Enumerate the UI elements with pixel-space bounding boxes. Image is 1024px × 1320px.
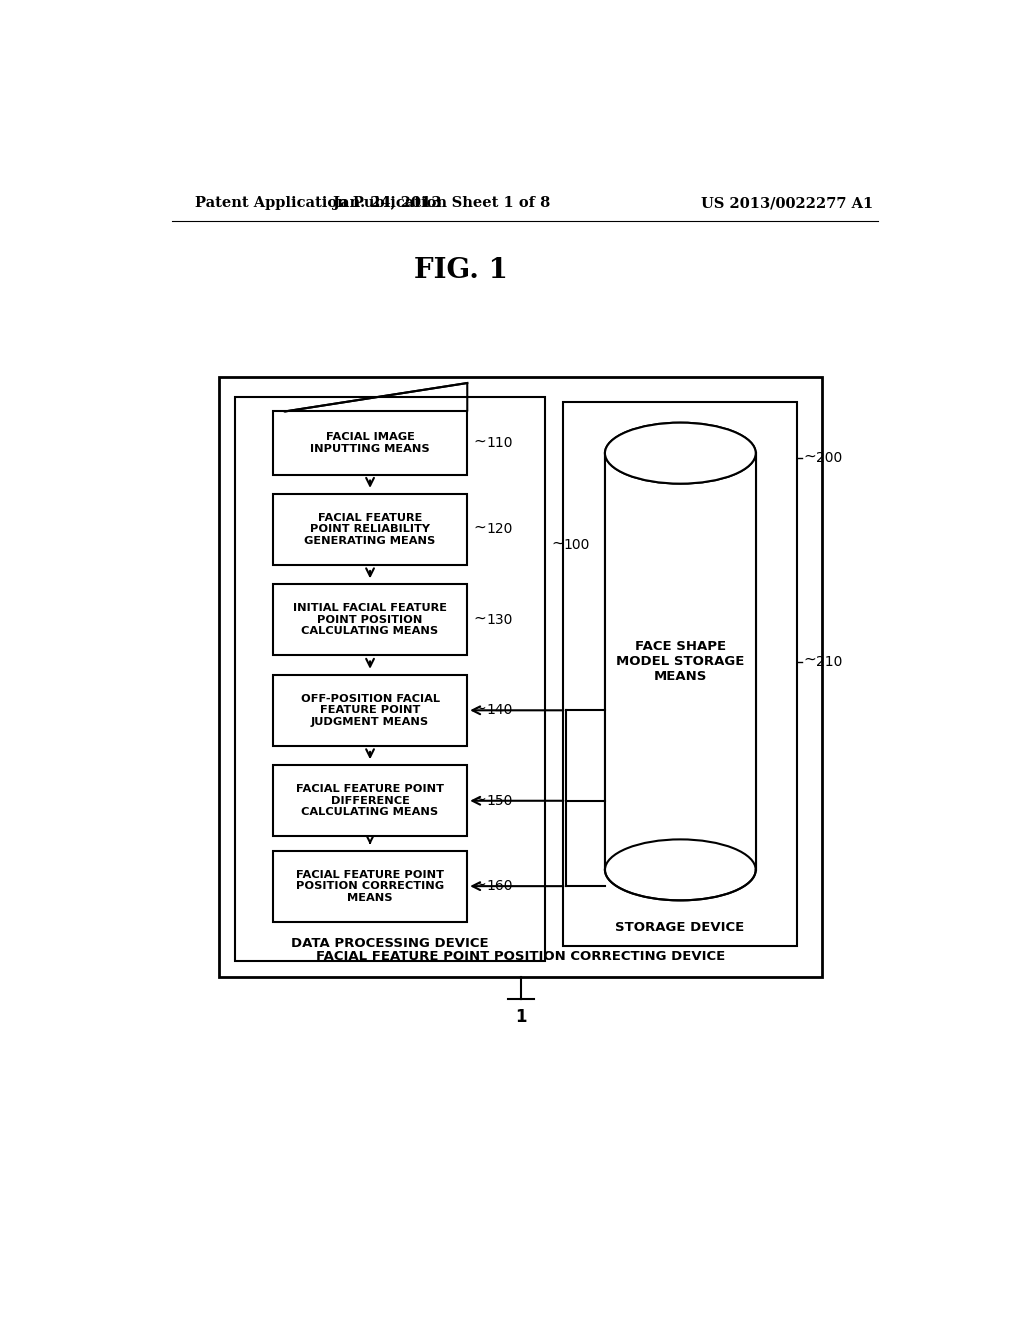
Text: ~: ~ [551, 535, 564, 550]
Bar [563, 403, 797, 946]
Text: 1: 1 [515, 1008, 526, 1026]
Text: 130: 130 [486, 612, 513, 627]
Text: 120: 120 [486, 523, 513, 536]
Text: 150: 150 [486, 793, 513, 808]
Text: OFF-POSITION FACIAL
FEATURE POINT
JUDGMENT MEANS: OFF-POSITION FACIAL FEATURE POINT JUDGME… [301, 694, 439, 727]
Text: INITIAL FACIAL FEATURE
POINT POSITION
CALCULATING MEANS: INITIAL FACIAL FEATURE POINT POSITION CA… [293, 603, 447, 636]
Bar [236, 397, 545, 961]
Ellipse shape [605, 840, 756, 900]
Text: ~: ~ [474, 876, 486, 891]
Text: ~: ~ [474, 701, 486, 715]
Text: 100: 100 [563, 537, 590, 552]
Text: FACIAL FEATURE
POINT RELIABILITY
GENERATING MEANS: FACIAL FEATURE POINT RELIABILITY GENERAT… [304, 512, 435, 546]
Text: 160: 160 [486, 879, 513, 894]
Bar [219, 378, 822, 977]
Bar [272, 766, 467, 837]
Text: Patent Application Publication: Patent Application Publication [196, 197, 447, 210]
Text: ~: ~ [804, 449, 816, 463]
Text: ~: ~ [474, 520, 486, 535]
Text: ~: ~ [474, 433, 486, 449]
Text: 200: 200 [816, 451, 843, 465]
Text: FACIAL FEATURE POINT
DIFFERENCE
CALCULATING MEANS: FACIAL FEATURE POINT DIFFERENCE CALCULAT… [296, 784, 444, 817]
Text: US 2013/0022277 A1: US 2013/0022277 A1 [700, 197, 872, 210]
Text: Jan. 24, 2013  Sheet 1 of 8: Jan. 24, 2013 Sheet 1 of 8 [333, 197, 550, 210]
Ellipse shape [605, 422, 756, 483]
Text: ~: ~ [474, 610, 486, 626]
Text: FIG. 1: FIG. 1 [415, 256, 508, 284]
Text: FACE SHAPE
MODEL STORAGE
MEANS: FACE SHAPE MODEL STORAGE MEANS [616, 640, 744, 682]
Bar [272, 850, 467, 921]
Text: 140: 140 [486, 704, 513, 717]
Text: 110: 110 [486, 436, 513, 450]
Text: DATA PROCESSING DEVICE: DATA PROCESSING DEVICE [291, 937, 488, 949]
Text: FACIAL FEATURE POINT POSITION CORRECTING DEVICE: FACIAL FEATURE POINT POSITION CORRECTING… [316, 950, 725, 962]
Ellipse shape [605, 422, 756, 483]
Bar [272, 675, 467, 746]
Bar [272, 494, 467, 565]
Bar [605, 453, 756, 870]
Bar [272, 412, 467, 474]
Text: FACIAL FEATURE POINT
POSITION CORRECTING
MEANS: FACIAL FEATURE POINT POSITION CORRECTING… [296, 870, 444, 903]
Text: ~: ~ [474, 791, 486, 807]
Text: ~: ~ [804, 652, 816, 667]
Text: STORAGE DEVICE: STORAGE DEVICE [615, 921, 744, 935]
Bar [272, 585, 467, 656]
Text: FACIAL IMAGE
INPUTTING MEANS: FACIAL IMAGE INPUTTING MEANS [310, 432, 430, 454]
Text: 210: 210 [816, 655, 843, 668]
